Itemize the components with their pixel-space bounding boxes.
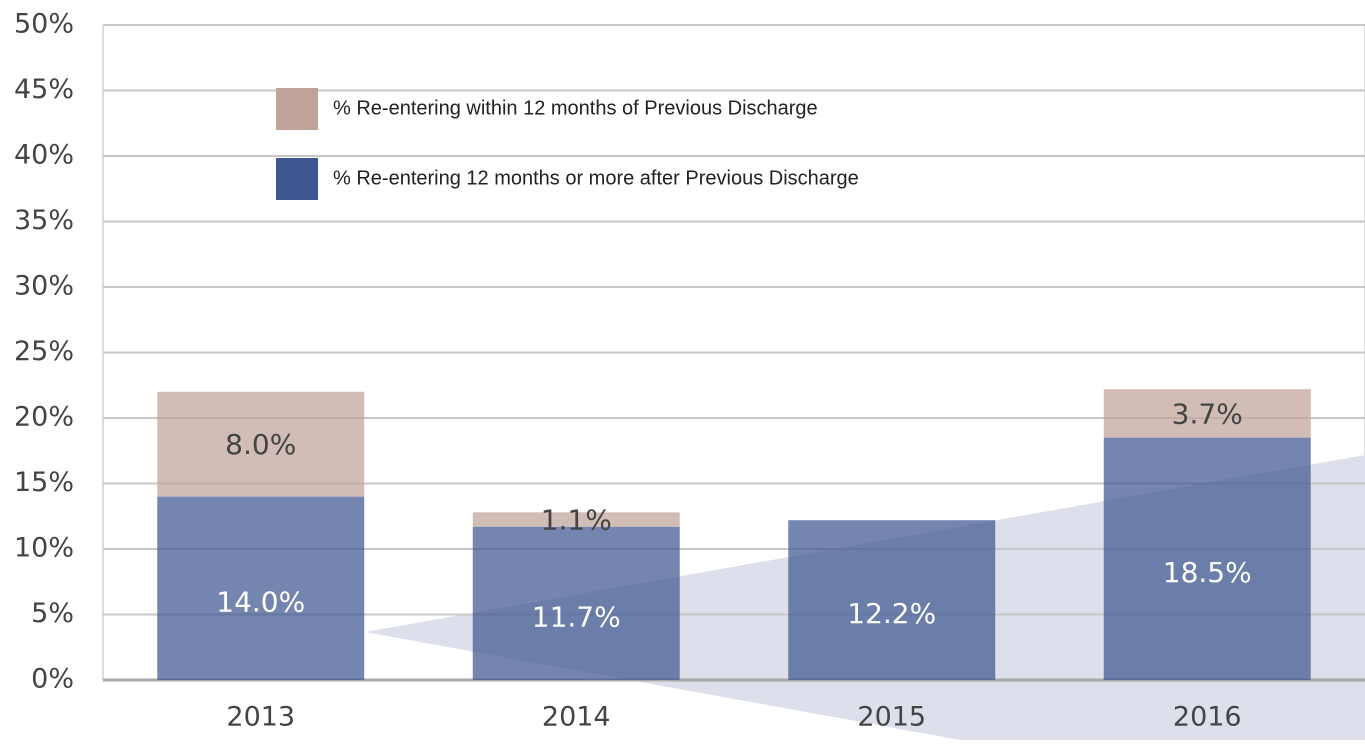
- x-tick-label: 2015: [857, 702, 926, 733]
- bar-segment: [788, 520, 996, 680]
- legend-label: % Re-entering within 12 months of Previo…: [333, 97, 818, 119]
- legend-swatch: [276, 88, 318, 130]
- value-label: 1.1%: [541, 504, 612, 537]
- x-tick-label: 2013: [226, 702, 295, 733]
- bar-segment: [157, 496, 365, 680]
- x-tick-label: 2014: [542, 702, 611, 733]
- y-tick-label: 5%: [31, 598, 74, 629]
- y-tick-label: 50%: [14, 9, 74, 40]
- value-label: 12.2%: [847, 597, 936, 630]
- y-tick-label: 40%: [14, 140, 74, 171]
- x-tick-label: 2016: [1173, 702, 1242, 733]
- y-tick-label: 20%: [14, 402, 74, 433]
- value-label: 11.7%: [532, 600, 621, 633]
- y-tick-label: 45%: [14, 74, 74, 105]
- bar-segment: [157, 391, 365, 497]
- legend-swatch: [276, 158, 318, 200]
- bar-segment: [1103, 437, 1311, 680]
- y-tick-label: 25%: [14, 336, 74, 367]
- value-label: 3.7%: [1172, 397, 1243, 430]
- y-tick-label: 15%: [14, 467, 74, 498]
- bar-segment: [1103, 389, 1311, 438]
- value-label: 14.0%: [216, 585, 305, 618]
- bar-segment: [472, 526, 680, 680]
- legend-label: % Re-entering 12 months or more after Pr…: [333, 167, 859, 189]
- bar-segment: [472, 512, 680, 527]
- y-tick-label: 30%: [14, 271, 74, 302]
- y-tick-label: 35%: [14, 205, 74, 236]
- value-label: 18.5%: [1163, 556, 1252, 589]
- value-label: 8.0%: [225, 428, 296, 461]
- y-tick-label: 0%: [31, 664, 74, 695]
- y-tick-label: 10%: [14, 533, 74, 564]
